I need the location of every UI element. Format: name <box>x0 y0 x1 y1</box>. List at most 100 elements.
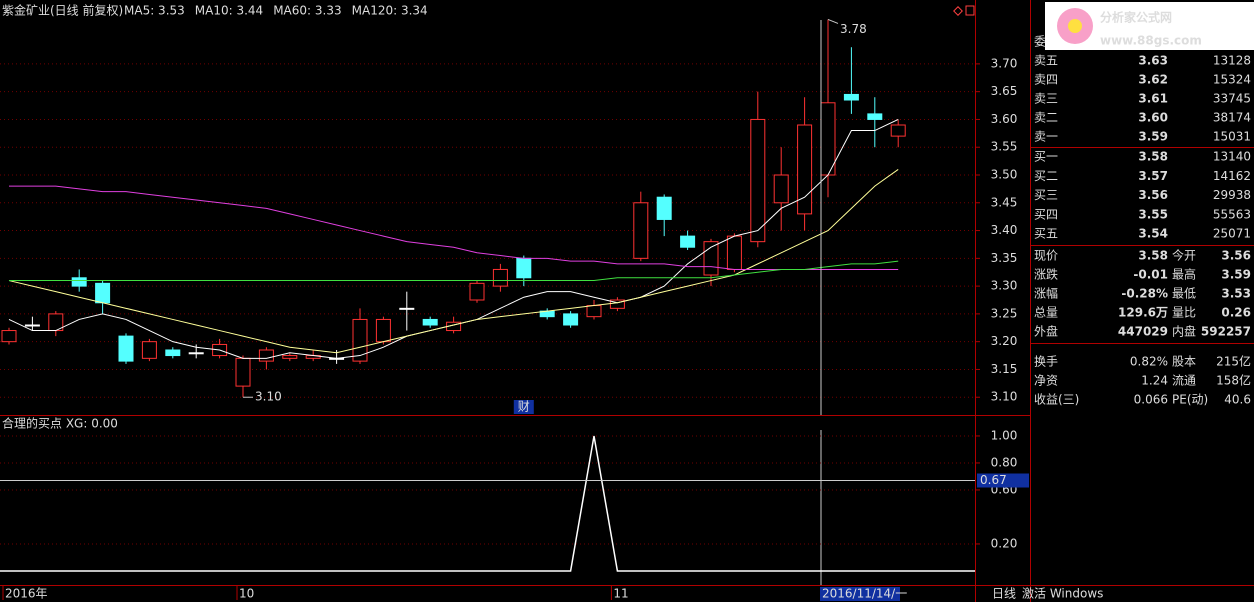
indicator-title: 合理的买点 XG: 0.00 <box>2 416 118 431</box>
period-label: 日线 <box>992 587 1016 601</box>
candle-body <box>469 282 485 301</box>
stat-label: 内盘 <box>1172 324 1196 339</box>
ma-line <box>9 185 899 270</box>
chart-title: 紫金矿业(日线 前复权) <box>2 3 123 18</box>
ma-line <box>9 260 899 282</box>
candle-body <box>352 318 368 362</box>
event-label: 财 <box>518 400 530 414</box>
book-price: 3.59 <box>1138 130 1168 144</box>
candle-body <box>118 335 134 362</box>
book-volume: 15031 <box>1213 130 1251 144</box>
stat-label: PE(动) <box>1172 393 1208 407</box>
book-label: 买五 <box>1034 227 1058 241</box>
legend-entry: MA5: 3.53 <box>124 4 185 18</box>
x-tick-label: 10 <box>239 587 254 601</box>
book-label: 买二 <box>1034 169 1058 183</box>
candle-body <box>24 324 40 327</box>
y-tick-label: 0.80 <box>991 455 1018 469</box>
candle-body <box>422 318 438 326</box>
y-tick-label: 3.45 <box>991 195 1018 209</box>
indicator-line <box>0 435 975 572</box>
stat-label: 最低 <box>1172 287 1196 301</box>
stat-label: 涨跌 <box>1034 267 1058 282</box>
book-price: 3.57 <box>1138 169 1168 183</box>
x-tick-label: 11 <box>613 587 628 601</box>
candle-body <box>563 313 579 326</box>
candle-body <box>165 349 181 357</box>
stat-value: 3.56 <box>1221 249 1251 263</box>
book-label: 卖三 <box>1034 92 1058 106</box>
y-tick-label: 3.60 <box>991 112 1018 126</box>
book-volume: 33745 <box>1213 92 1251 106</box>
book-label: 买三 <box>1034 188 1058 202</box>
candle-body <box>633 202 649 259</box>
y-tick-label: 3.15 <box>991 362 1018 376</box>
book-label: 买一 <box>1034 150 1058 164</box>
candle-body <box>71 277 87 287</box>
book-label: 卖一 <box>1034 130 1058 144</box>
book-volume: 25071 <box>1213 227 1251 241</box>
stat-value: 40.6 <box>1224 393 1251 407</box>
candle-body <box>1 330 17 343</box>
stat-value: 0.82% <box>1130 355 1168 369</box>
stat-label: 净资 <box>1034 374 1058 388</box>
extreme-label: 3.78 <box>840 22 867 36</box>
stat-label: 流通 <box>1172 374 1196 388</box>
candle-body <box>492 268 508 287</box>
stat-value: 3.59 <box>1221 268 1251 282</box>
stat-value: 1.24 <box>1141 374 1168 388</box>
stat-value: -0.28% <box>1121 287 1168 301</box>
logo-url: www.88gs.com <box>1100 34 1202 48</box>
candle-body <box>609 299 625 309</box>
candle-body <box>235 357 251 387</box>
stat-label: 收益(三) <box>1034 393 1079 407</box>
stat-value: 3.53 <box>1221 287 1251 301</box>
y-tick-label: 3.10 <box>991 390 1018 404</box>
book-label: 卖四 <box>1034 73 1058 87</box>
y-tick-label: 3.20 <box>991 334 1018 348</box>
candle-body <box>867 113 883 120</box>
cursor-date: 2016/11/14/一 <box>822 587 907 601</box>
y-tick-label: 3.35 <box>991 251 1018 265</box>
book-price: 3.63 <box>1138 54 1168 68</box>
candle-body <box>258 349 274 362</box>
ma-line <box>8 169 899 354</box>
stat-label: 量比 <box>1172 306 1196 320</box>
stat-label: 现价 <box>1034 249 1058 263</box>
stat-label: 涨幅 <box>1034 286 1058 301</box>
pane-icon[interactable] <box>965 5 975 16</box>
stat-value: 158亿 <box>1216 373 1251 388</box>
candle-body <box>141 341 157 359</box>
book-volume: 14162 <box>1213 169 1251 183</box>
stat-value: 129.6万 <box>1118 306 1168 320</box>
candle-body <box>797 124 813 215</box>
candle-body <box>656 196 672 220</box>
candle-body <box>188 352 204 355</box>
legend-entry: MA60: 3.33 <box>273 4 341 18</box>
logo-title: 分析家公式网 <box>1100 10 1172 25</box>
book-price: 3.55 <box>1138 207 1168 221</box>
book-label: 卖五 <box>1034 54 1058 68</box>
stat-value: 592257 <box>1201 325 1251 339</box>
y-tick-label: 3.25 <box>991 306 1018 320</box>
y-tick-label: 3.55 <box>991 140 1018 154</box>
cursor-value-box <box>977 473 1029 488</box>
candle-body <box>890 124 906 137</box>
y-tick-label: 3.30 <box>991 279 1018 293</box>
book-price: 3.58 <box>1138 150 1168 164</box>
legend-entry: MA10: 3.44 <box>195 4 263 18</box>
y-tick-label: 3.70 <box>991 56 1018 70</box>
candle-body <box>703 241 719 276</box>
stat-label: 最高 <box>1172 267 1196 282</box>
y-tick-label: 3.40 <box>991 223 1018 237</box>
extreme-pointer <box>827 18 839 24</box>
book-volume: 13140 <box>1213 150 1251 164</box>
candle-body <box>726 235 742 270</box>
book-volume: 13128 <box>1213 54 1251 68</box>
event-marker <box>513 400 534 414</box>
watermark: 激活 Windows <box>1022 587 1103 601</box>
stat-label: 今开 <box>1172 248 1196 263</box>
pane-icon[interactable] <box>953 6 963 16</box>
book-price: 3.61 <box>1138 92 1168 106</box>
candle-body <box>820 102 836 176</box>
